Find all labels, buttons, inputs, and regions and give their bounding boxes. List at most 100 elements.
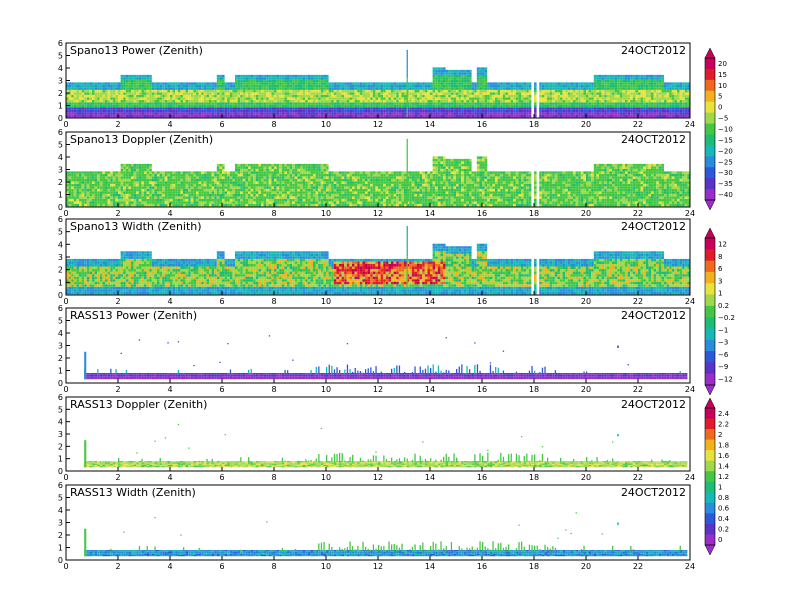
data-cell [214, 105, 217, 108]
data-cell [659, 75, 662, 78]
data-cell [235, 115, 238, 118]
data-cell [201, 110, 204, 113]
data-cell [144, 184, 147, 187]
data-cell [612, 115, 615, 118]
data-cell [74, 115, 77, 118]
data-cell [282, 115, 285, 118]
data-cell [199, 107, 202, 110]
data-cell [157, 174, 160, 177]
data-cell [373, 115, 376, 118]
data-cell [183, 174, 186, 177]
data-cell [555, 82, 558, 85]
data-cell [404, 115, 407, 118]
data-cell [303, 95, 306, 98]
data-cell [261, 191, 264, 194]
data-cell [126, 171, 129, 174]
data-cell [152, 194, 155, 197]
data-cell [373, 82, 376, 85]
data-cell [526, 87, 529, 90]
data-cell [201, 204, 204, 207]
data-cell [368, 95, 371, 98]
data-cell [570, 92, 573, 95]
data-cell [669, 107, 672, 110]
data-cell [625, 80, 628, 83]
data-cell [126, 189, 129, 192]
data-cell [186, 181, 189, 184]
data-cell [128, 107, 131, 110]
data-cell [144, 110, 147, 113]
data-cell [238, 186, 241, 189]
data-cell [251, 169, 254, 172]
data-cell [542, 110, 545, 113]
data-cell [188, 95, 191, 98]
data-cell [243, 199, 246, 202]
data-cell [102, 186, 105, 189]
data-cell [136, 204, 139, 207]
data-cell [394, 107, 397, 110]
data-cell [204, 90, 207, 93]
data-cell [183, 107, 186, 110]
data-cell [154, 181, 157, 184]
data-cell [256, 102, 259, 105]
data-cell [609, 102, 612, 105]
data-cell [144, 100, 147, 103]
data-cell [503, 87, 506, 90]
data-cell [643, 97, 646, 100]
data-cell [329, 85, 332, 88]
data-cell [451, 72, 454, 75]
data-cell [326, 80, 329, 83]
data-cell [500, 90, 503, 93]
data-cell [290, 85, 293, 88]
data-cell [87, 189, 90, 192]
data-cell [409, 95, 412, 98]
data-cell [323, 110, 326, 113]
data-cell [240, 92, 243, 95]
data-cell [105, 85, 108, 88]
data-cell [201, 92, 204, 95]
data-cell [274, 87, 277, 90]
data-cell [131, 77, 134, 80]
data-cell [115, 189, 118, 192]
data-cell [110, 90, 113, 93]
data-cell [394, 97, 397, 100]
data-cell [438, 110, 441, 113]
data-cell [191, 105, 194, 108]
data-cell [477, 90, 480, 93]
data-cell [82, 174, 85, 177]
data-cell [297, 100, 300, 103]
data-cell [375, 102, 378, 105]
data-cell [105, 115, 108, 118]
data-cell [123, 75, 126, 78]
data-cell [682, 100, 685, 103]
data-cell [113, 92, 116, 95]
data-cell [331, 107, 334, 110]
data-cell [126, 110, 129, 113]
data-cell [596, 80, 599, 83]
data-cell [97, 92, 100, 95]
data-cell [396, 82, 399, 85]
data-cell [186, 110, 189, 113]
data-cell [180, 171, 183, 174]
data-cell [219, 97, 222, 100]
data-cell [607, 112, 610, 115]
data-cell [248, 164, 251, 167]
data-cell [482, 92, 485, 95]
data-cell [113, 204, 116, 207]
data-cell [391, 82, 394, 85]
data-cell [154, 102, 157, 105]
data-cell [440, 82, 443, 85]
data-cell [193, 100, 196, 103]
data-cell [219, 105, 222, 108]
data-cell [274, 191, 277, 194]
data-cell [443, 105, 446, 108]
data-cell [180, 112, 183, 115]
data-cell [576, 112, 579, 115]
data-cell [235, 181, 238, 184]
data-cell [84, 181, 87, 184]
data-cell [235, 85, 238, 88]
data-cell [433, 100, 436, 103]
data-cell [323, 102, 326, 105]
data-cell [599, 107, 602, 110]
data-cell [544, 97, 547, 100]
